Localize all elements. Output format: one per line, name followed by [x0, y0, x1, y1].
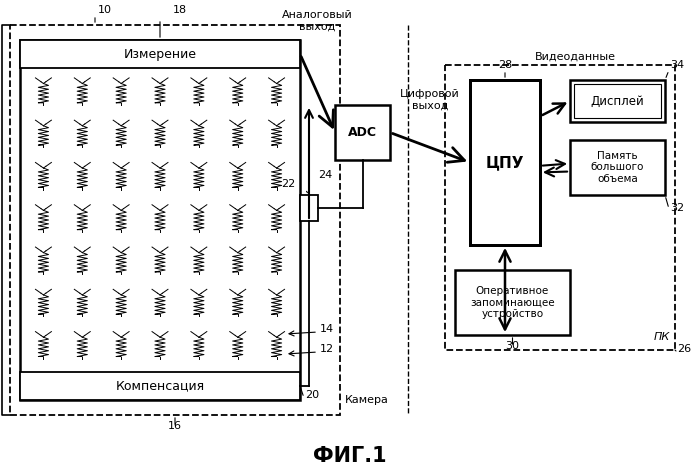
Text: 26: 26: [677, 344, 691, 354]
Bar: [470, 80, 540, 245]
Text: ЦПУ: ЦПУ: [486, 155, 524, 170]
Text: 30: 30: [505, 341, 519, 351]
Text: 12: 12: [320, 344, 334, 354]
Bar: [20, 372, 300, 400]
Text: Оперативное
запоминающее
устройство: Оперативное запоминающее устройство: [470, 286, 555, 319]
Text: 28: 28: [498, 60, 512, 70]
Text: ADC: ADC: [348, 126, 377, 139]
Text: 34: 34: [670, 60, 684, 70]
Bar: [570, 140, 665, 195]
Text: Камера: Камера: [345, 395, 389, 405]
Text: 10: 10: [98, 5, 112, 15]
Bar: [570, 80, 665, 122]
Bar: [455, 270, 570, 335]
Bar: [335, 105, 390, 160]
Bar: [574, 84, 661, 118]
Bar: [445, 65, 675, 350]
Text: 20: 20: [305, 390, 319, 400]
Text: Компенсация: Компенсация: [115, 380, 205, 392]
Text: 24: 24: [318, 170, 332, 180]
Bar: [20, 40, 300, 68]
Bar: [10, 25, 340, 415]
Bar: [300, 195, 318, 221]
Text: 14: 14: [320, 324, 334, 334]
Text: 18: 18: [173, 5, 187, 15]
Text: ПК: ПК: [654, 332, 670, 342]
Text: ФИГ.1: ФИГ.1: [312, 446, 387, 466]
Text: Цифровой
выход: Цифровой выход: [400, 89, 460, 110]
Text: Память
большого
объема: Память большого объема: [591, 151, 644, 184]
Bar: [20, 40, 300, 400]
Text: 32: 32: [670, 203, 684, 213]
Text: 16: 16: [168, 421, 182, 431]
Text: Измерение: Измерение: [124, 47, 196, 61]
Text: Видеоданные: Видеоданные: [535, 52, 616, 62]
Text: Дисплей: Дисплей: [591, 94, 644, 108]
Text: 22: 22: [281, 179, 295, 189]
Text: Аналоговый
выход: Аналоговый выход: [282, 10, 353, 32]
